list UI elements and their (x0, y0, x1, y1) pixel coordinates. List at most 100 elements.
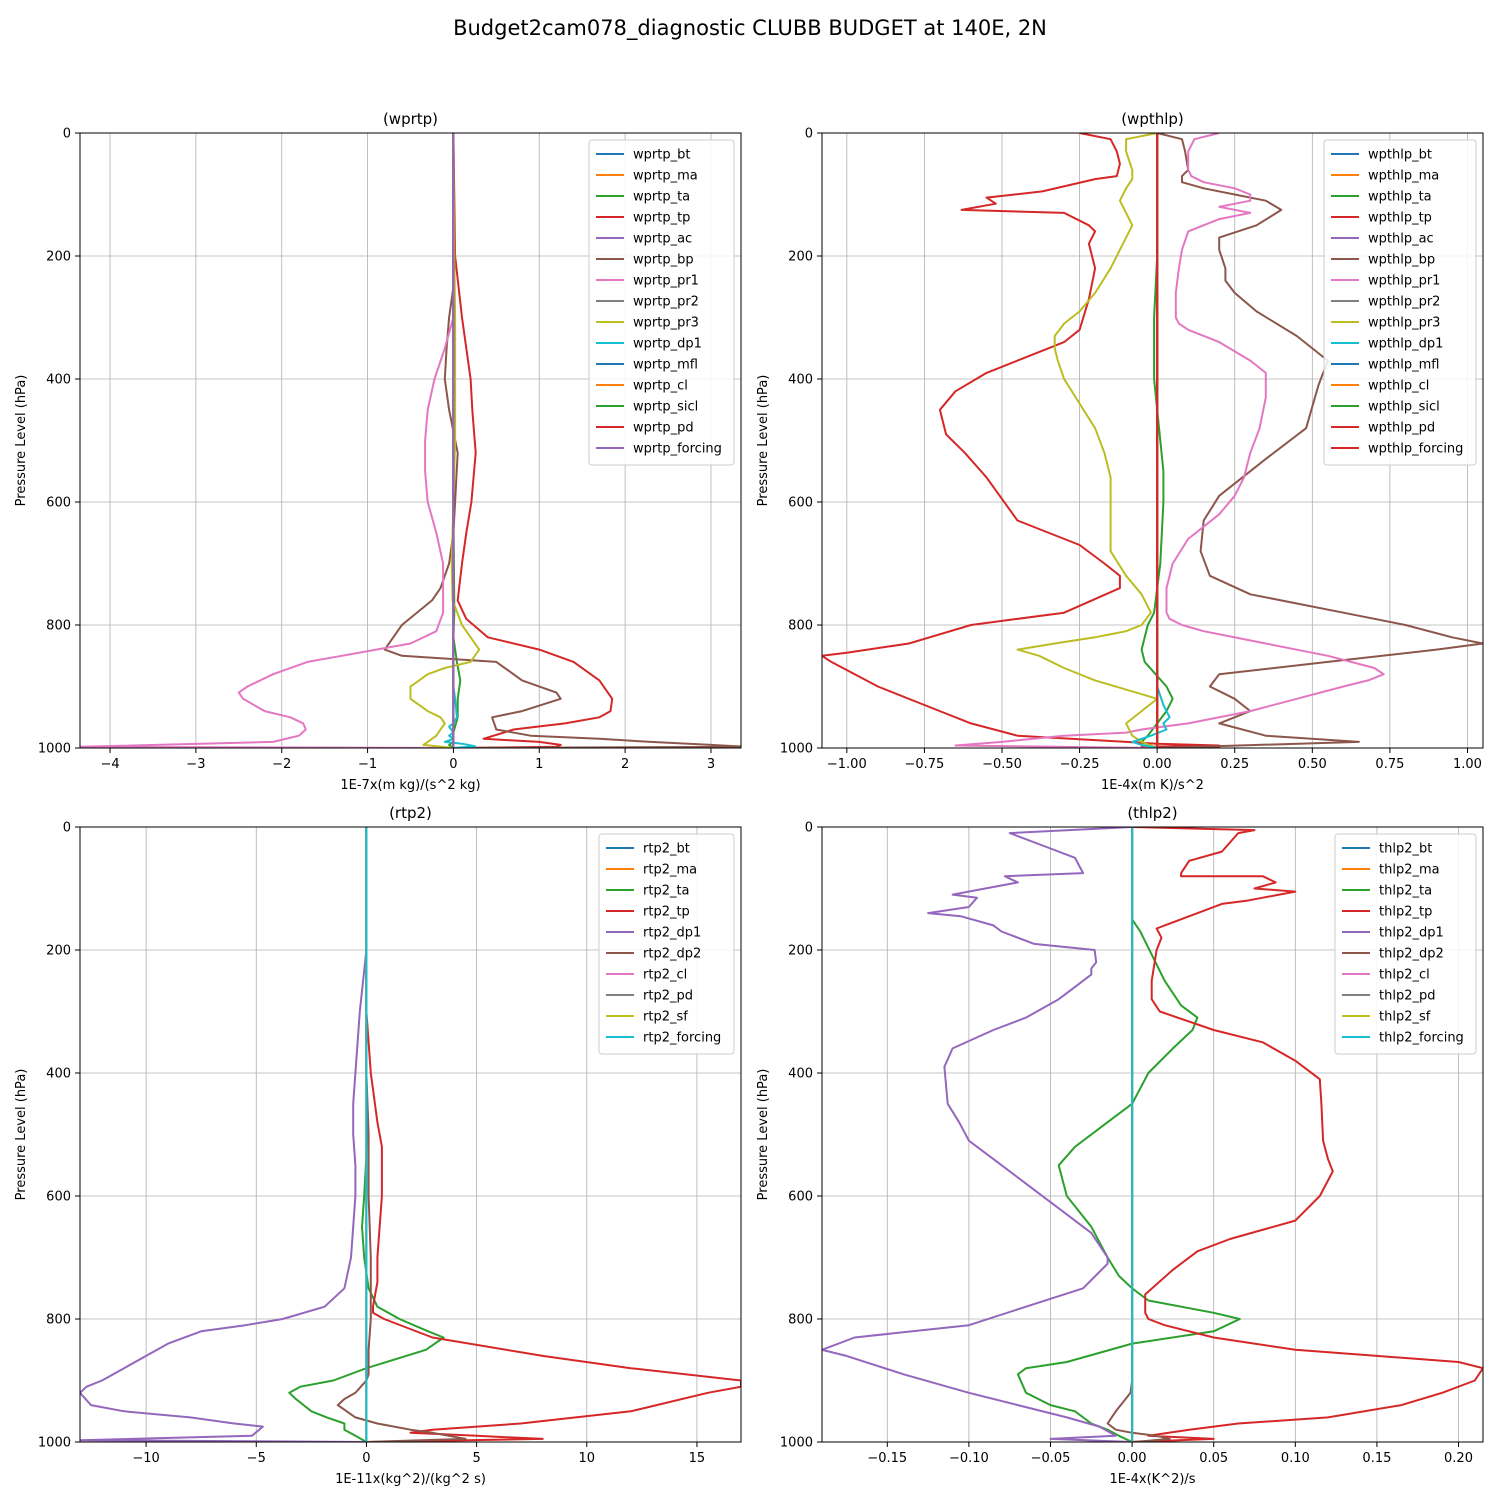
legend-entry: wprtp_mfl (633, 358, 698, 373)
legend-entry: wpthlp_pr2 (1368, 295, 1440, 310)
y-tick-label: 1000 (38, 1436, 71, 1451)
x-tick-label: 10 (578, 1451, 595, 1466)
legend-entry: wprtp_sicl (633, 400, 698, 415)
series-line-wprtp_tp (452, 133, 614, 748)
x-tick-label: −0.05 (1031, 1451, 1071, 1466)
legend-entry: wpthlp_ac (1368, 232, 1434, 247)
y-tick-label: 0 (63, 821, 71, 836)
x-tick-label: −0.10 (949, 1451, 989, 1466)
legend-entry: thlp2_forcing (1379, 1031, 1464, 1046)
legend: wprtp_bt wprtp_ma wprtp_ta wprtp_tp wprtp_ac… (588, 139, 735, 466)
series-line-thlp2_dp1 (822, 827, 1133, 1442)
legend-entry: rtp2_ta (643, 884, 690, 899)
x-tick-label: 0.15 (1362, 1451, 1391, 1466)
x-tick-label: −0.25 (1060, 757, 1100, 772)
legend-entry: wpthlp_mfl (1368, 358, 1439, 373)
y-tick-label: 1000 (38, 742, 71, 757)
series-line-wpthlp_tp (822, 133, 1221, 748)
x-axis-label: 1E-11x(kg^2)/(kg^2 s) (335, 1472, 486, 1487)
series-line-thlp2_ta (1016, 827, 1241, 1442)
legend-entry: wprtp_ac (633, 232, 692, 247)
series-line-wprtp_bp (383, 133, 741, 748)
series-line-rtp2_tp (365, 827, 741, 1442)
x-tick-label: 0.25 (1220, 757, 1249, 772)
series-line-wprtp_dp1 (443, 133, 476, 748)
legend-entry: wpthlp_ma (1368, 169, 1439, 184)
y-tick-label: 400 (46, 1067, 71, 1082)
x-tick-label: 3 (707, 757, 715, 772)
legend-entry: wpthlp_ta (1368, 190, 1432, 205)
legend-entry: wpthlp_sicl (1368, 400, 1440, 415)
legend-entry: wprtp_pr2 (633, 295, 699, 310)
subplot-1: −1.00 −0.75 −0.50 −0.25 0.00 0.25 0.50 0.75 1.00… (756, 110, 1484, 793)
y-axis-label: Pressure Level (hPa) (14, 1069, 29, 1201)
x-axis-label: 1E-4x(K^2)/s (1109, 1472, 1195, 1487)
subplot-title: (wpthlp) (1121, 110, 1184, 128)
legend-entry: thlp2_tp (1379, 905, 1432, 920)
x-tick-label: 1.00 (1453, 757, 1482, 772)
subplot-0: −4 −3 −2 −1 0 1 2 3 0 200 400 600 800 1000 (wprtp) 1E-7… (14, 110, 742, 793)
subplot-title: (rtp2) (389, 804, 432, 822)
x-tick-label: 0.10 (1281, 1451, 1310, 1466)
series-line-rtp2_dp1 (80, 827, 368, 1442)
y-tick-label: 0 (63, 127, 71, 142)
legend-entry: wpthlp_pd (1368, 421, 1435, 436)
y-tick-label: 800 (788, 619, 813, 634)
legend-entry: wpthlp_bt (1368, 148, 1432, 163)
x-tick-label: 0.05 (1199, 1451, 1228, 1466)
y-axis-label: Pressure Level (hPa) (756, 375, 771, 507)
series-line-wpthlp_pr1 (954, 133, 1385, 748)
x-tick-label: 0 (362, 1451, 370, 1466)
x-tick-label: 0.20 (1444, 1451, 1473, 1466)
legend-entry: thlp2_dp2 (1379, 947, 1444, 962)
legend-entry: rtp2_sf (643, 1010, 688, 1025)
y-tick-label: 200 (46, 944, 71, 959)
legend-box (588, 139, 735, 466)
y-tick-label: 600 (46, 1190, 71, 1205)
legend-entry: rtp2_tp (643, 905, 690, 920)
axes-frame (821, 132, 1484, 749)
legend-entry: wprtp_dp1 (633, 337, 702, 352)
legend-entry: wpthlp_pr3 (1368, 316, 1440, 331)
legend-box (1323, 139, 1477, 466)
y-tick-label: 1000 (780, 1436, 813, 1451)
x-tick-label: −1.00 (827, 757, 867, 772)
series-line-thlp2_dp2 (1106, 827, 1171, 1442)
y-tick-label: 800 (46, 619, 71, 634)
legend-entry: wprtp_pr3 (633, 316, 699, 331)
x-tick-label: −2 (272, 757, 291, 772)
x-axis-label: 1E-7x(m kg)/(s^2 kg) (340, 778, 480, 793)
legend-entry: wprtp_cl (633, 379, 688, 394)
y-tick-label: 400 (788, 1067, 813, 1082)
series-line-wprtp_pr3 (409, 133, 481, 748)
series-group (822, 827, 1483, 1442)
x-tick-label: −0.50 (982, 757, 1022, 772)
legend-entry: wpthlp_cl (1368, 379, 1429, 394)
legend: rtp2_bt rtp2_ma rtp2_ta rtp2_tp rtp2_dp1 rtp2… (598, 833, 735, 1055)
legend-entry: wprtp_bp (633, 253, 694, 268)
x-axis-label: 1E-4x(m K)/s^2 (1101, 778, 1204, 793)
legend-entry: rtp2_cl (643, 968, 687, 983)
legend-entry: wpthlp_bp (1368, 253, 1435, 268)
y-tick-label: 600 (788, 496, 813, 511)
y-tick-label: 200 (788, 250, 813, 265)
subplot-2: −10 −5 0 5 10 15 0 200 400 600 800 1000 (rtp2) 1E-11x… (14, 804, 742, 1487)
y-tick-label: 200 (788, 944, 813, 959)
x-tick-label: 5 (472, 1451, 480, 1466)
figure-title: Budget2cam078_diagnostic CLUBB BUDGET at… (453, 16, 1047, 40)
legend-entry: wprtp_forcing (633, 442, 722, 457)
y-tick-label: 200 (46, 250, 71, 265)
x-tick-label: 0.75 (1375, 757, 1404, 772)
x-tick-label: 0.00 (1118, 1451, 1147, 1466)
y-axis-label: Pressure Level (hPa) (14, 375, 29, 507)
x-tick-label: −0.75 (904, 757, 944, 772)
legend-entry: wpthlp_dp1 (1368, 337, 1443, 352)
legend-entry: wprtp_pr1 (633, 274, 699, 289)
legend-entry: thlp2_sf (1379, 1010, 1431, 1025)
legend-entry: wpthlp_pr1 (1368, 274, 1440, 289)
series-line-rtp2_ta (288, 827, 445, 1442)
x-tick-label: −1 (358, 757, 377, 772)
x-tick-label: 2 (621, 757, 629, 772)
legend-entry: wprtp_tp (633, 211, 690, 226)
